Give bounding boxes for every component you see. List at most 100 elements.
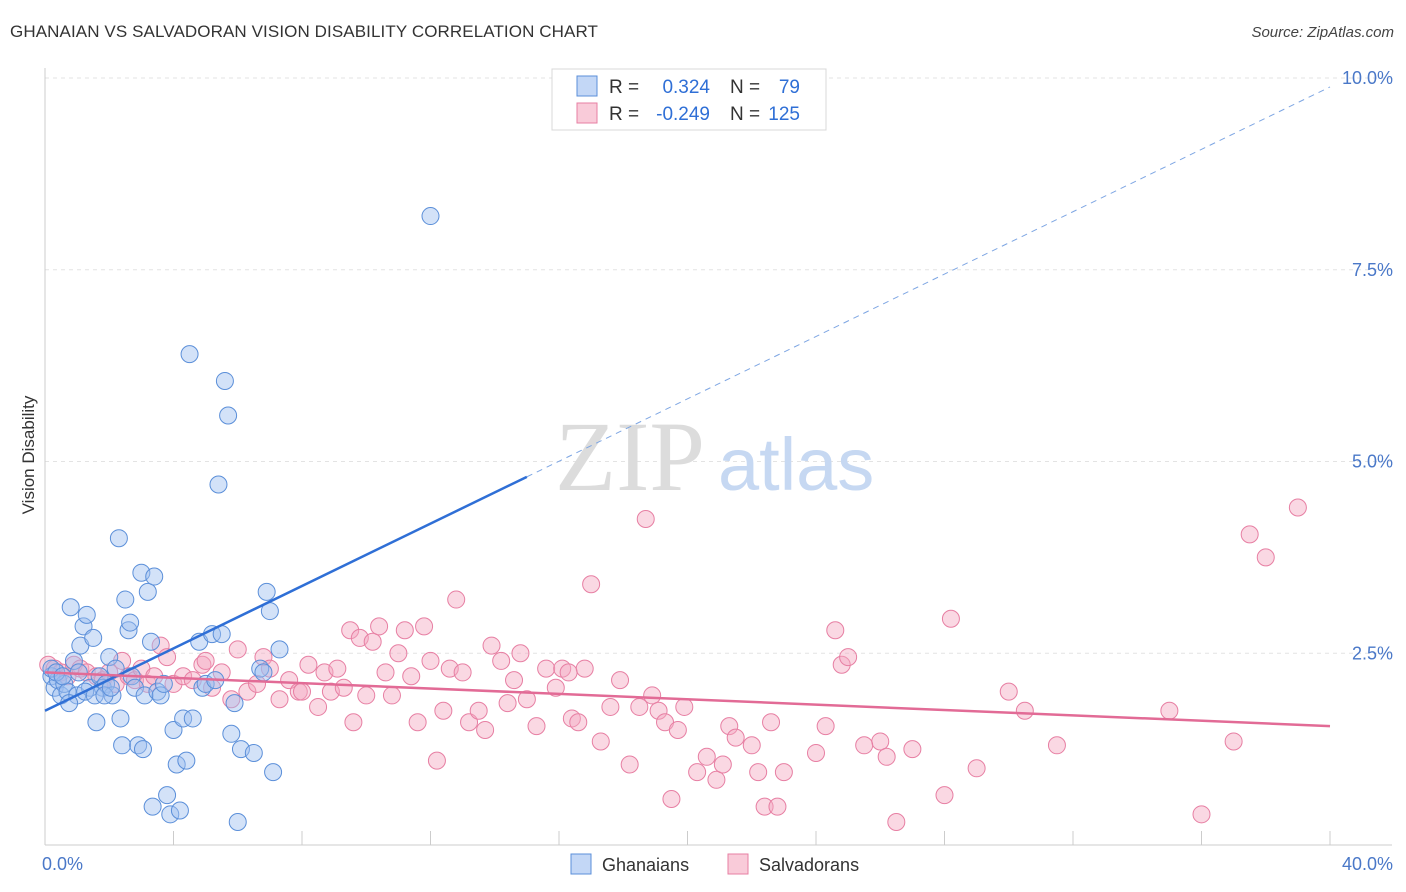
salvadoran-point-69	[537, 659, 556, 678]
chart-title: GHANAIAN VS SALVADORAN VISION DISABILITY…	[10, 22, 599, 41]
ghanaian-point-65	[264, 763, 283, 782]
legend-n-label-salvadorans: N =	[730, 104, 760, 125]
salvadoran-point-124	[196, 651, 215, 670]
y-tick-label-0: 2.5%	[1352, 643, 1393, 663]
salvadoran-point-75	[582, 575, 601, 594]
salvadoran-point-98	[774, 763, 793, 782]
salvadoran-point-19	[164, 674, 183, 693]
salvadoran-point-79	[620, 755, 639, 774]
bottom-legend-label-ghanaians: Ghanaians	[602, 855, 689, 875]
salvadoran-point-41	[344, 713, 363, 732]
salvadoran-point-100	[816, 717, 835, 736]
legend-r-value-ghanaians: 0.324	[662, 77, 710, 98]
ghanaian-point-60	[244, 743, 263, 762]
gridlines	[45, 77, 1392, 654]
y-axis-title: Vision Disability	[19, 395, 38, 514]
salvadoran-point-52	[415, 617, 434, 636]
ghanaian-point-40	[164, 720, 183, 739]
salvadoran-point-115	[1192, 805, 1211, 824]
salvadoran-point-116	[1224, 732, 1243, 751]
ghanaian-point-26	[121, 613, 140, 632]
y-tick-label-2: 7.5%	[1352, 260, 1393, 280]
salvadoran-point-46	[376, 663, 395, 682]
salvadoran-point-49	[395, 621, 414, 640]
salvadoran-point-97	[768, 797, 787, 816]
y-tick-label-3: 10.0%	[1342, 68, 1393, 88]
ghanaian-point-10	[74, 617, 93, 636]
ghanaian-point-33	[142, 632, 161, 651]
salvadoran-point-104	[871, 732, 890, 751]
salvadoran-point-76	[591, 732, 610, 751]
ghanaian-point-25	[119, 621, 138, 640]
trend-line-salvadorans	[44, 671, 1331, 728]
ghanaian-point-76	[133, 740, 152, 759]
salvadoran-point-95	[755, 797, 774, 816]
salvadoran-point-114	[1160, 701, 1179, 720]
salvadoran-point-35	[309, 697, 328, 716]
series-salvadorans	[39, 498, 1307, 831]
salvadoran-point-94	[749, 763, 768, 782]
salvadoran-point-96	[762, 713, 781, 732]
salvadoran-point-47	[382, 686, 401, 705]
axes	[44, 68, 1392, 846]
salvadoran-point-103	[839, 648, 858, 667]
salvadoran-point-64	[498, 694, 517, 713]
ghanaian-point-74	[95, 686, 114, 705]
salvadoran-point-62	[482, 636, 501, 655]
salvadoran-point-61	[476, 720, 495, 739]
ghanaian-point-43	[174, 709, 193, 728]
legend-box: R = 0.324 N = 79 R = -0.249 N = 125	[551, 68, 827, 131]
ghanaian-point-23	[113, 736, 132, 755]
salvadoran-point-55	[434, 701, 453, 720]
salvadoran-point-99	[807, 743, 825, 762]
source-label: Source: ZipAtlas.com	[1251, 24, 1394, 41]
ghanaian-point-78	[421, 207, 440, 226]
salvadoran-point-119	[1288, 498, 1307, 517]
salvadoran-point-39	[334, 678, 353, 697]
ghanaian-point-57	[225, 694, 244, 713]
ghanaian-point-41	[167, 755, 186, 774]
salvadoran-point-89	[697, 747, 716, 766]
salvadoran-point-106	[887, 812, 906, 831]
ghanaian-point-24	[116, 590, 135, 609]
salvadoran-point-50	[402, 667, 421, 686]
bottom-legend-swatch-salvadorans	[727, 853, 749, 875]
bottom-legend: Ghanaians Salvadorans	[570, 853, 859, 875]
legend-r-label-ghanaians: R =	[609, 77, 639, 98]
salvadoran-point-93	[742, 736, 761, 755]
salvadoran-point-108	[935, 786, 954, 805]
ghanaian-point-55	[219, 406, 238, 425]
salvadoran-point-121	[293, 682, 311, 701]
salvadoran-point-20	[174, 667, 193, 686]
salvadoran-point-28	[248, 674, 267, 693]
salvadoran-point-92	[720, 717, 739, 736]
ghanaian-point-77	[143, 797, 162, 816]
salvadoran-point-59	[460, 713, 479, 732]
ghanaian-point-28	[125, 678, 144, 697]
salvadoran-point-120	[559, 663, 578, 682]
salvadoran-point-74	[575, 659, 594, 678]
trend-lines	[44, 86, 1331, 728]
salvadoran-point-53	[421, 651, 440, 670]
salvadoran-point-51	[408, 713, 427, 732]
ghanaian-point-14	[87, 713, 106, 732]
salvadoran-point-123	[855, 736, 874, 755]
salvadoran-point-65	[505, 671, 524, 690]
salvadoran-point-83	[649, 701, 668, 720]
salvadoran-point-31	[270, 690, 289, 709]
ghanaian-point-34	[145, 567, 164, 586]
watermark-zip: ZIP	[555, 401, 705, 512]
salvadoran-point-27	[238, 682, 257, 701]
legend-swatch-salvadorans	[576, 102, 598, 124]
ghanaian-point-7	[64, 651, 83, 670]
ghanaian-point-11	[77, 605, 96, 624]
salvadoran-point-60	[469, 701, 488, 720]
ghanaian-point-46	[183, 709, 202, 728]
ghanaian-point-22	[111, 709, 130, 728]
salvadoran-point-45	[370, 617, 389, 636]
ghanaian-point-21	[109, 529, 128, 548]
salvadoran-point-87	[675, 697, 694, 716]
series-ghanaians	[42, 207, 440, 831]
trend-line-ghanaians-projection	[526, 86, 1331, 478]
legend-frame	[551, 68, 827, 131]
